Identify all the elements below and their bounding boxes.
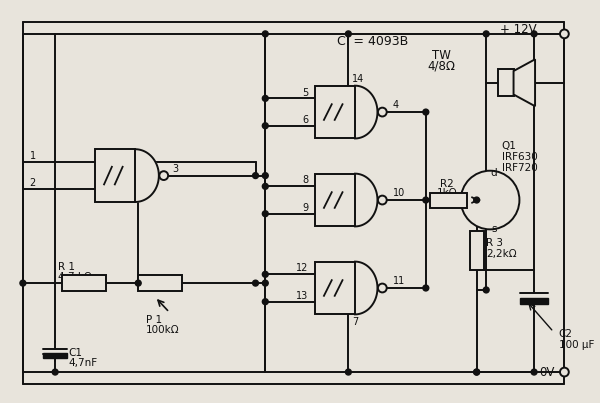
Text: 4,7nF: 4,7nF [69, 358, 98, 368]
Bar [315, 262, 355, 314]
Text: IRF720: IRF720 [502, 163, 538, 173]
Circle shape [378, 108, 387, 116]
Circle shape [423, 197, 429, 203]
Text: 6: 6 [302, 115, 308, 125]
Bar [470, 231, 484, 270]
Text: 3: 3 [172, 164, 178, 174]
Circle shape [20, 280, 26, 286]
Text: Q1: Q1 [502, 141, 517, 151]
Text: 12: 12 [296, 264, 308, 274]
Text: 100 μF: 100 μF [559, 340, 594, 350]
Circle shape [474, 369, 479, 375]
Circle shape [346, 31, 352, 37]
Circle shape [560, 368, 569, 376]
Text: 1: 1 [30, 151, 36, 161]
Circle shape [474, 369, 479, 375]
Circle shape [52, 369, 58, 375]
Text: P 1: P 1 [146, 315, 162, 325]
Circle shape [423, 285, 429, 291]
Text: TW: TW [432, 49, 451, 62]
Text: s: s [491, 224, 497, 235]
Polygon shape [355, 262, 377, 314]
Text: g: g [440, 195, 446, 205]
Polygon shape [355, 86, 377, 139]
Text: 10: 10 [392, 188, 405, 198]
Circle shape [160, 171, 168, 180]
Circle shape [262, 280, 268, 286]
Circle shape [262, 123, 268, 129]
Circle shape [262, 172, 268, 179]
Bar [315, 174, 355, 226]
Text: 4: 4 [392, 100, 399, 110]
Text: 8: 8 [302, 175, 308, 185]
Circle shape [262, 211, 268, 217]
Text: + 12V: + 12V [500, 23, 537, 36]
Text: 13: 13 [296, 291, 308, 301]
Bar [520, 298, 548, 303]
Text: CI = 4093B: CI = 4093B [337, 35, 409, 48]
Bar [498, 69, 514, 96]
Circle shape [262, 183, 268, 189]
Text: 7: 7 [352, 317, 359, 327]
Bar [430, 193, 467, 208]
Text: 4/8Ω: 4/8Ω [427, 60, 455, 73]
Circle shape [262, 271, 268, 277]
Bar [62, 275, 106, 291]
Text: 1kΩ: 1kΩ [437, 188, 458, 198]
Text: R 1: R 1 [58, 262, 75, 272]
Circle shape [461, 171, 520, 229]
Circle shape [531, 31, 537, 37]
Text: 100kΩ: 100kΩ [146, 325, 179, 335]
Circle shape [560, 29, 569, 38]
Bar [95, 149, 135, 202]
Polygon shape [514, 59, 535, 106]
Text: d: d [491, 168, 497, 178]
Circle shape [423, 109, 429, 115]
Bar [43, 353, 67, 358]
Bar [315, 86, 355, 139]
Circle shape [135, 280, 141, 286]
Text: 2,2kΩ: 2,2kΩ [487, 249, 517, 259]
Text: 4,7 kΩ: 4,7 kΩ [58, 272, 92, 282]
Text: 5: 5 [302, 87, 308, 98]
Circle shape [378, 195, 387, 204]
Text: IRF630: IRF630 [502, 152, 538, 162]
Circle shape [262, 31, 268, 37]
Text: C1: C1 [69, 349, 83, 359]
Circle shape [531, 369, 537, 375]
Circle shape [253, 280, 259, 286]
Circle shape [346, 369, 352, 375]
Circle shape [253, 172, 259, 179]
Circle shape [483, 287, 489, 293]
Polygon shape [355, 174, 377, 226]
Text: C2: C2 [559, 329, 572, 339]
Bar [138, 275, 182, 291]
Circle shape [483, 31, 489, 37]
Text: 14: 14 [352, 74, 365, 84]
Text: 0V: 0V [539, 366, 554, 378]
Circle shape [262, 96, 268, 101]
Circle shape [378, 284, 387, 293]
Text: R 3: R 3 [487, 238, 503, 248]
Circle shape [474, 197, 479, 203]
Text: R2: R2 [440, 179, 454, 189]
Text: 9: 9 [302, 203, 308, 213]
Text: 2: 2 [30, 179, 36, 189]
Polygon shape [135, 149, 159, 202]
Text: 11: 11 [392, 276, 405, 286]
Circle shape [262, 299, 268, 305]
